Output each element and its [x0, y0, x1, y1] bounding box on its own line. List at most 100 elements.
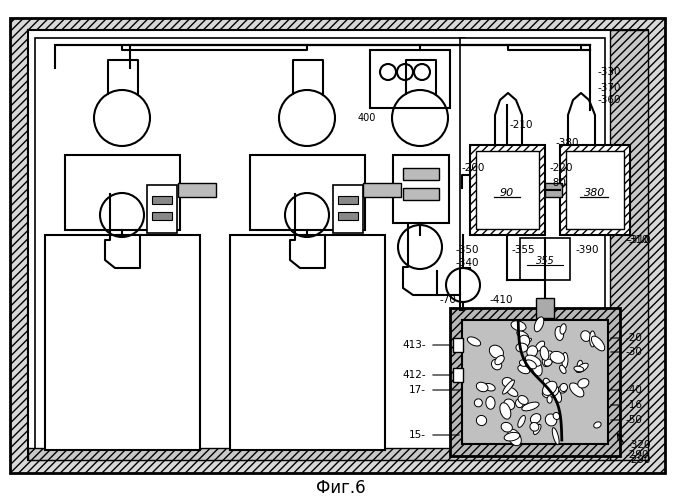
Text: -70: -70	[440, 295, 457, 305]
Bar	[333, 185, 363, 233]
Text: -310: -310	[625, 235, 648, 245]
Ellipse shape	[581, 330, 591, 342]
Text: 15-: 15-	[409, 430, 426, 440]
Ellipse shape	[495, 356, 504, 364]
Text: -390: -390	[575, 245, 598, 255]
Ellipse shape	[486, 396, 495, 409]
Text: 400: 400	[358, 113, 376, 123]
Ellipse shape	[578, 378, 589, 388]
Text: -380: -380	[556, 138, 579, 148]
Bar	[28, 30, 648, 460]
Ellipse shape	[504, 432, 520, 441]
Ellipse shape	[554, 388, 561, 402]
Bar	[28, 448, 610, 460]
Ellipse shape	[540, 346, 549, 360]
Ellipse shape	[534, 317, 544, 332]
Text: -20: -20	[625, 333, 642, 343]
Ellipse shape	[518, 338, 531, 346]
Ellipse shape	[511, 321, 526, 331]
Ellipse shape	[542, 382, 557, 396]
Ellipse shape	[476, 382, 488, 392]
Ellipse shape	[542, 386, 559, 398]
Text: -310: -310	[628, 235, 652, 245]
Ellipse shape	[570, 383, 584, 397]
Bar	[450, 308, 620, 456]
Bar	[545, 183, 562, 197]
Text: -50: -50	[625, 415, 642, 425]
Ellipse shape	[574, 366, 584, 372]
Ellipse shape	[492, 360, 502, 370]
Text: 412-: 412-	[402, 370, 426, 380]
Ellipse shape	[542, 351, 553, 366]
Ellipse shape	[576, 363, 588, 372]
Ellipse shape	[533, 424, 541, 434]
Ellipse shape	[560, 324, 566, 334]
Ellipse shape	[484, 384, 495, 391]
Ellipse shape	[476, 416, 486, 426]
Ellipse shape	[518, 365, 529, 374]
Ellipse shape	[560, 384, 568, 392]
Ellipse shape	[577, 360, 583, 369]
Text: 413-: 413-	[402, 340, 426, 350]
Ellipse shape	[553, 428, 559, 444]
Ellipse shape	[518, 396, 528, 404]
Bar	[178, 183, 216, 197]
Text: -410: -410	[490, 295, 514, 305]
Ellipse shape	[535, 341, 544, 351]
Text: -210: -210	[510, 120, 533, 130]
Ellipse shape	[555, 326, 563, 340]
Ellipse shape	[594, 422, 601, 428]
Ellipse shape	[516, 399, 523, 407]
Ellipse shape	[532, 360, 542, 376]
Ellipse shape	[507, 429, 521, 446]
Ellipse shape	[553, 412, 559, 420]
Bar	[453, 338, 463, 352]
Ellipse shape	[489, 345, 503, 358]
Ellipse shape	[550, 352, 565, 364]
Ellipse shape	[467, 337, 481, 346]
Text: 355: 355	[535, 256, 555, 266]
Ellipse shape	[506, 387, 518, 396]
Ellipse shape	[591, 336, 604, 351]
Bar	[560, 145, 630, 235]
Bar	[610, 30, 648, 460]
Bar	[152, 196, 172, 204]
Ellipse shape	[501, 422, 512, 432]
Ellipse shape	[516, 343, 528, 352]
Text: -220: -220	[550, 163, 574, 173]
Bar	[370, 50, 450, 108]
Ellipse shape	[562, 352, 568, 368]
Ellipse shape	[525, 355, 541, 366]
Text: -30: -30	[625, 347, 642, 357]
Ellipse shape	[501, 408, 507, 414]
Bar	[520, 238, 570, 280]
Ellipse shape	[544, 359, 552, 366]
Bar	[393, 155, 449, 223]
Bar	[363, 183, 401, 197]
Text: -290: -290	[628, 455, 652, 465]
Bar	[65, 155, 180, 230]
Ellipse shape	[558, 386, 567, 393]
Text: -16: -16	[625, 400, 642, 410]
Bar	[453, 368, 463, 382]
Ellipse shape	[531, 414, 541, 424]
Bar	[338, 196, 358, 204]
Text: -350: -350	[455, 245, 479, 255]
Bar	[147, 185, 177, 233]
Bar	[566, 151, 624, 229]
Bar	[462, 320, 608, 444]
Bar	[470, 145, 545, 235]
Bar	[338, 212, 358, 220]
Text: -320: -320	[628, 440, 652, 450]
Bar	[230, 235, 385, 450]
Bar	[403, 168, 439, 180]
Ellipse shape	[502, 378, 514, 388]
Text: -40: -40	[625, 385, 642, 395]
Ellipse shape	[525, 360, 536, 369]
Text: 17-: 17-	[409, 385, 426, 395]
Bar	[460, 38, 605, 458]
Ellipse shape	[504, 399, 515, 409]
Ellipse shape	[518, 335, 530, 347]
Text: -330: -330	[598, 67, 622, 77]
Ellipse shape	[518, 416, 525, 428]
